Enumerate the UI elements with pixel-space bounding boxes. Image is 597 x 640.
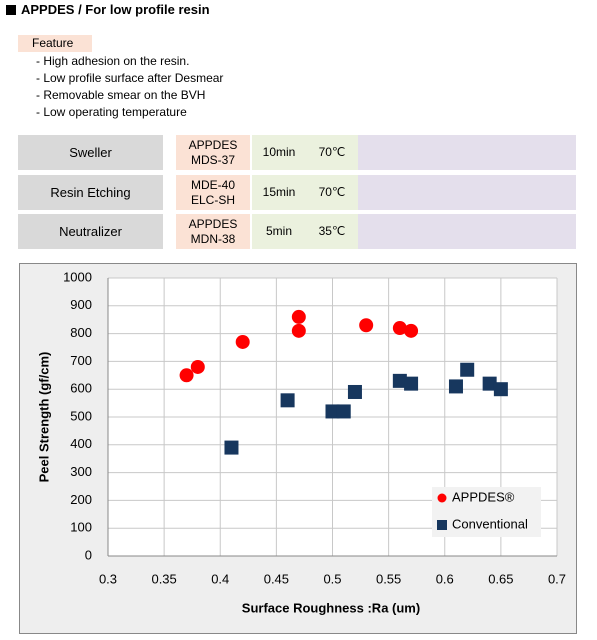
marker (482, 376, 497, 391)
step: Neutralizer (18, 214, 163, 249)
y-tick-label: 300 (70, 464, 92, 479)
product: APPDES MDS-37 (176, 135, 250, 170)
blank (358, 175, 576, 210)
x-tick-label: 0.6 (436, 571, 454, 586)
x-tick-label: 0.4 (211, 571, 229, 586)
x-tick-label: 0.65 (488, 571, 513, 586)
product-text: APPDES (188, 216, 238, 231)
step-text: Sweller (69, 145, 112, 160)
marker (336, 404, 351, 419)
marker (224, 440, 239, 455)
feature-item: - Low profile surface after Desmear (36, 71, 224, 85)
y-tick-label: 500 (70, 408, 92, 423)
product-text: APPDES (188, 137, 238, 152)
marker (404, 323, 419, 338)
temp-text: 35℃ (318, 224, 346, 238)
y-tick-label: 600 (70, 381, 92, 396)
y-tick-label: 800 (70, 325, 92, 340)
product-text: MDN-38 (190, 231, 236, 246)
marker (493, 382, 508, 397)
y-tick-label: 400 (70, 436, 92, 451)
time-text: 15min (262, 185, 296, 199)
x-tick-label: 0.3 (99, 571, 117, 586)
time: 10min (252, 135, 306, 170)
title: APPDES / For low profile resin (6, 2, 210, 17)
marker (179, 368, 194, 383)
marker (280, 393, 295, 408)
step: Resin Etching (18, 175, 163, 210)
product-text: MDE-40 (190, 177, 235, 192)
marker (392, 373, 407, 388)
legend-marker (437, 493, 447, 503)
legend-label: APPDES® (452, 489, 515, 504)
x-axis-title: Surface Roughness :Ra (um) (242, 600, 420, 615)
legend-label: Conventional (452, 516, 528, 531)
chart: Surface Roughness :Ra (um) Peel Strength… (19, 263, 577, 634)
legend-marker (437, 520, 447, 530)
marker (404, 376, 419, 391)
x-tick-label: 0.5 (323, 571, 341, 586)
time-text: 10min (262, 145, 296, 159)
x-tick-label: 0.55 (376, 571, 401, 586)
product: APPDES MDN-38 (176, 214, 250, 249)
marker (325, 404, 340, 419)
process-row: Resin Etching MDE-40 ELC-SH 15min 70℃ (18, 175, 576, 210)
product-text: MDS-37 (190, 152, 235, 167)
y-axis-title: Peel Strength (gf/cm) (36, 352, 51, 483)
temp: 70℃ (306, 175, 358, 210)
feature-label: Feature (18, 35, 92, 52)
marker (448, 379, 463, 394)
blank (358, 214, 576, 249)
step-text: Resin Etching (50, 185, 131, 200)
temp: 70℃ (306, 135, 358, 170)
marker (359, 318, 374, 333)
y-tick-label: 100 (70, 520, 92, 535)
marker (291, 323, 306, 338)
step: Sweller (18, 135, 163, 170)
time: 5min (252, 214, 306, 249)
product: MDE-40 ELC-SH (176, 175, 250, 210)
temp-text: 70℃ (318, 185, 346, 199)
temp-text: 70℃ (318, 145, 346, 159)
process-row: Sweller APPDES MDS-37 10min 70℃ (18, 135, 576, 170)
marker (347, 384, 362, 399)
feature-item: - Removable smear on the BVH (36, 88, 206, 102)
y-tick-label: 1000 (63, 269, 92, 284)
y-tick-label: 200 (70, 492, 92, 507)
blank (358, 135, 576, 170)
y-tick-label: 900 (70, 297, 92, 312)
x-tick-label: 0.35 (151, 571, 176, 586)
time-text: 5min (265, 224, 292, 238)
temp: 35℃ (306, 214, 358, 249)
title-text: APPDES / For low profile resin (21, 2, 210, 17)
time: 15min (252, 175, 306, 210)
feature-item: - Low operating temperature (36, 105, 187, 119)
process-row: Neutralizer APPDES MDN-38 5min 35℃ (18, 214, 576, 249)
x-tick-label: 0.45 (264, 571, 289, 586)
marker (235, 334, 250, 349)
marker (190, 359, 205, 374)
x-tick-label: 0.7 (548, 571, 566, 586)
feature-item: - High adhesion on the resin. (36, 54, 190, 68)
marker (392, 321, 407, 336)
y-tick-label: 700 (70, 353, 92, 368)
step-text: Neutralizer (59, 224, 122, 239)
marker (291, 309, 306, 324)
marker (460, 362, 475, 377)
legend-box (432, 487, 541, 537)
y-tick-label: 0 (85, 547, 92, 562)
feature-list: - High adhesion on the resin. - Low prof… (36, 53, 223, 121)
product-text: ELC-SH (190, 192, 235, 207)
